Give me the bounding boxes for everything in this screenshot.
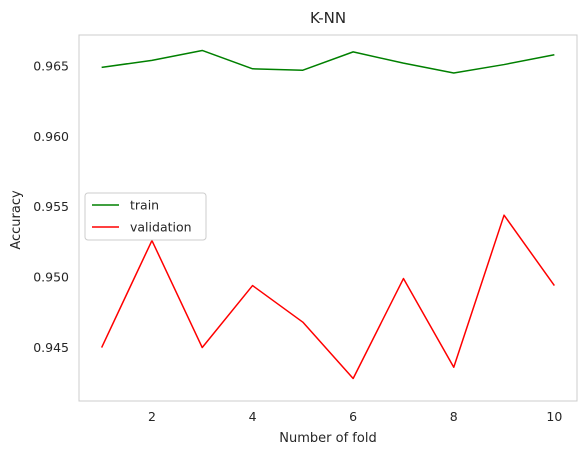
x-tick-label: 2 bbox=[148, 409, 156, 424]
y-tick-label: 0.950 bbox=[33, 270, 69, 285]
legend-label-validation: validation bbox=[130, 220, 192, 235]
plot-frame bbox=[78, 34, 578, 402]
y-axis-label: Accuracy bbox=[9, 190, 24, 250]
x-axis-label: Number of fold bbox=[279, 431, 376, 446]
x-tick-label: 6 bbox=[349, 409, 357, 424]
y-tick-label: 0.945 bbox=[33, 340, 69, 355]
y-axis: 0.945 0.950 0.955 0.960 0.965 bbox=[33, 58, 69, 355]
y-tick-label: 0.965 bbox=[33, 58, 69, 73]
y-tick-label: 0.960 bbox=[33, 129, 69, 144]
legend: train validation bbox=[84, 192, 207, 241]
chart-title: K-NN bbox=[310, 9, 346, 27]
x-tick-label: 4 bbox=[249, 409, 257, 424]
series-line-train bbox=[101, 49, 555, 74]
x-tick-label: 10 bbox=[546, 409, 562, 424]
series-line-validation bbox=[100, 214, 555, 380]
legend-label-train: train bbox=[130, 198, 159, 213]
x-axis: 2 4 6 8 10 bbox=[148, 409, 562, 424]
series-layer bbox=[100, 49, 555, 380]
y-tick-label: 0.955 bbox=[33, 199, 69, 214]
x-tick-label: 8 bbox=[450, 409, 458, 424]
